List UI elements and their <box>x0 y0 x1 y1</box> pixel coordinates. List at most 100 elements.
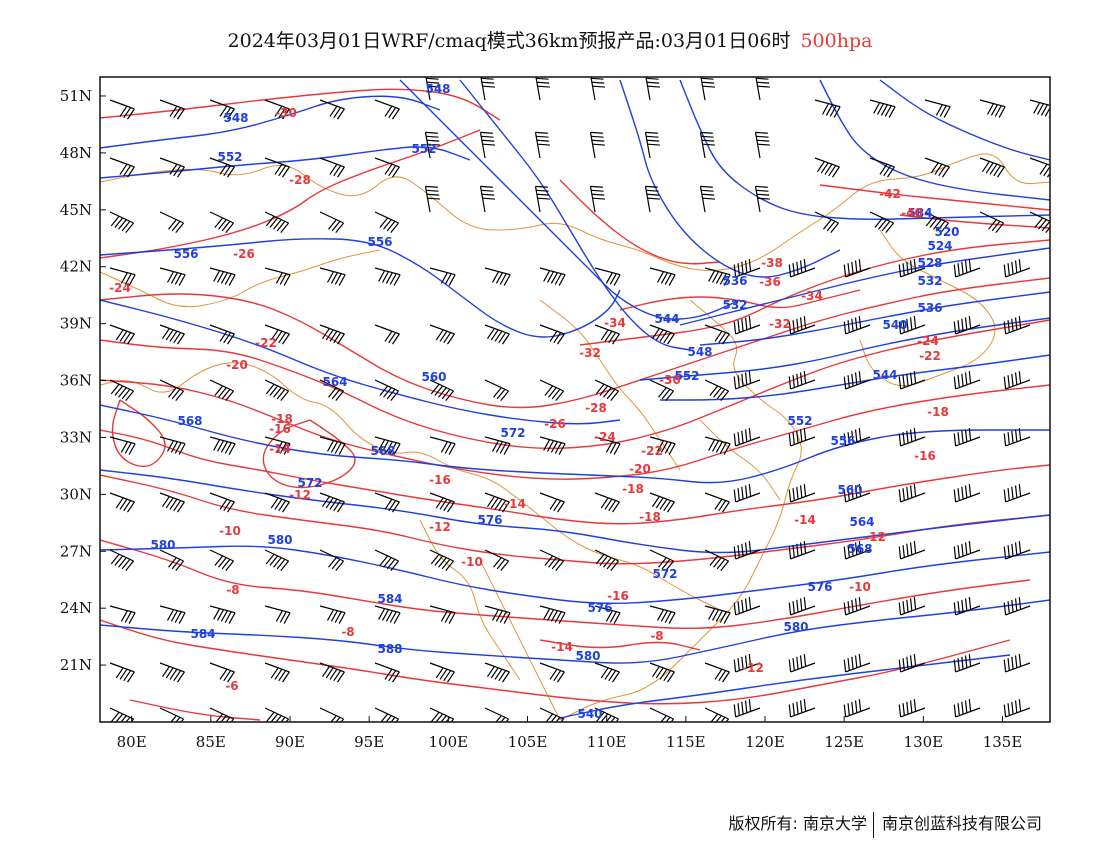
wind-barb <box>843 597 871 616</box>
wind-barb <box>704 707 730 722</box>
wind-barb <box>264 605 291 624</box>
wind-barbs <box>109 77 1050 722</box>
wind-barb <box>484 324 510 345</box>
height-label: 572 <box>297 476 322 490</box>
wind-barb <box>429 605 456 624</box>
height-contour <box>100 238 621 338</box>
temp-label: -16 <box>607 589 629 603</box>
wind-barb <box>594 267 621 286</box>
wind-barb <box>209 605 236 624</box>
height-label: 572 <box>652 567 677 581</box>
temp-label: -10 <box>219 524 241 538</box>
height-contour <box>559 654 1011 719</box>
temp-label: -18 <box>927 405 949 419</box>
wind-barb <box>209 99 235 120</box>
temp-contour <box>111 399 166 468</box>
wind-barb <box>319 549 345 571</box>
axis-labels: 80E 85E 90E 95E 100E 105E 110E 115E 120E 125E 130E… <box>60 87 1023 751</box>
border-line <box>419 519 521 681</box>
wind-barb <box>159 267 186 286</box>
wind-barb <box>594 436 621 455</box>
wind-barb <box>425 77 440 101</box>
wind-barb <box>539 436 566 455</box>
x-tick-label: 110E <box>587 733 627 751</box>
wind-barb <box>700 77 715 101</box>
wind-barb <box>953 541 981 560</box>
pressure-level: 500hpa <box>800 30 873 52</box>
temp-contour <box>579 239 1050 346</box>
y-tick-label: 39N <box>60 315 92 333</box>
wind-barb <box>374 157 400 178</box>
wind-barb <box>649 324 675 345</box>
height-label: 552 <box>217 150 242 164</box>
border-line <box>100 153 1050 271</box>
wind-barb <box>484 492 510 513</box>
wind-barb <box>109 662 135 683</box>
wind-barb <box>788 484 816 503</box>
height-label: 540 <box>577 707 602 721</box>
wind-barb <box>733 371 761 390</box>
height-label: 580 <box>150 538 175 552</box>
height-label: 564 <box>322 375 347 389</box>
wind-barb <box>843 259 871 278</box>
temp-label: -34 <box>604 316 626 330</box>
wind-barb <box>704 549 730 571</box>
wind-barb <box>319 211 345 233</box>
height-label: 520 <box>934 225 959 239</box>
wind-barb <box>649 707 675 722</box>
wind-barb <box>264 267 291 286</box>
height-contour <box>100 469 1050 554</box>
height-label: 560 <box>837 483 862 497</box>
wind-barb <box>704 605 731 624</box>
wind-barb <box>953 371 981 390</box>
wind-barb <box>1003 699 1031 718</box>
wind-barb <box>159 662 185 683</box>
temp-contour <box>262 419 356 489</box>
wind-barb <box>109 436 136 455</box>
temp-label: -24 <box>917 334 939 348</box>
wind-barb <box>704 492 730 513</box>
wind-barb <box>209 662 235 683</box>
height-contour <box>619 79 841 278</box>
height-label: 536 <box>917 301 942 315</box>
wind-barb <box>644 185 660 213</box>
height-label: 548 <box>223 111 248 125</box>
height-contour <box>100 545 1050 605</box>
wind-barb <box>898 371 926 390</box>
height-label: 572 <box>500 426 525 440</box>
temp-label: -22 <box>919 349 941 363</box>
temp-label: -20 <box>629 462 651 476</box>
wind-barb <box>374 549 400 571</box>
temp-label: -14 <box>269 442 291 456</box>
wind-barb <box>109 267 136 286</box>
wind-barb <box>649 267 676 286</box>
temp-label: -42 <box>879 187 901 201</box>
wind-barb <box>733 699 761 718</box>
temp-label: -18 <box>639 510 661 524</box>
wind-barb <box>264 436 291 455</box>
y-tick-label: 30N <box>60 485 92 503</box>
height-contour <box>100 599 1050 664</box>
temp-label: -12 <box>429 520 451 534</box>
height-label: 580 <box>267 533 292 547</box>
map-title-text: 2024年03月01日WRF/cmaq模式36km预报产品:03月01日06时 <box>227 30 791 52</box>
wind-barb <box>589 131 605 159</box>
temp-label: -18 <box>271 412 293 426</box>
temp-contour <box>100 539 1031 630</box>
wind-barb <box>374 267 401 286</box>
wind-barb <box>843 428 871 447</box>
wind-barb <box>843 699 871 718</box>
height-label: 580 <box>575 649 600 663</box>
wind-barb <box>319 379 345 401</box>
wind-barb <box>374 605 401 624</box>
plot-area: 548 548 552 552 556 556 560 564 568 568 572 572 576 5… <box>100 77 1050 722</box>
wind-barb <box>644 131 660 159</box>
temp-contour <box>100 277 1050 409</box>
wind-barb <box>594 492 620 513</box>
wind-barb <box>843 484 871 503</box>
axis-ticks <box>100 95 1003 722</box>
temp-contour <box>539 639 701 651</box>
wind-barb <box>159 605 186 624</box>
height-label: 568 <box>370 444 395 458</box>
